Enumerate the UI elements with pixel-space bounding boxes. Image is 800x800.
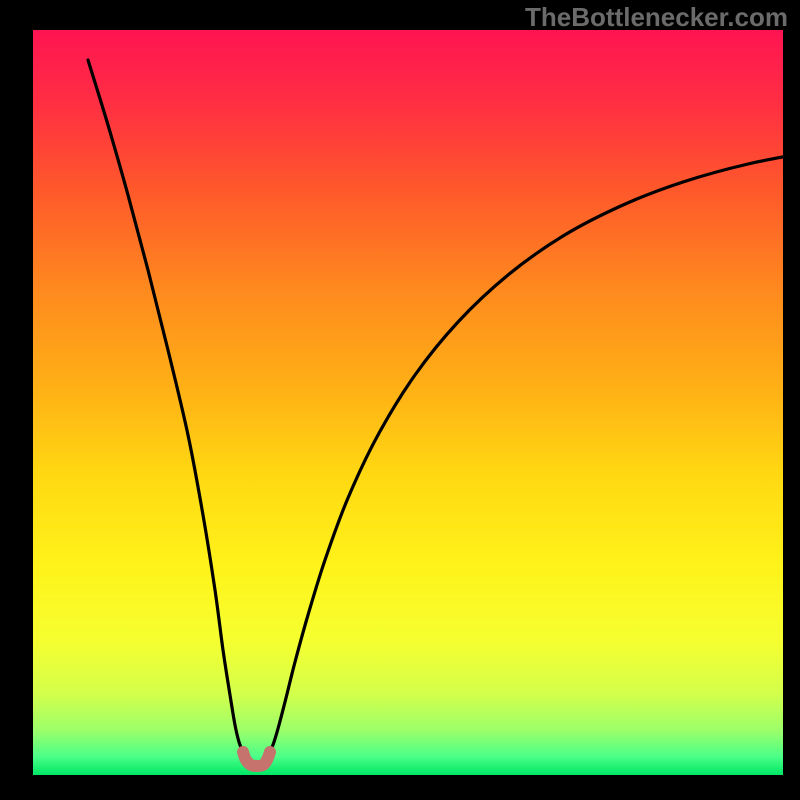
watermark-text: TheBottlenecker.com: [525, 2, 788, 33]
plot-area: [33, 30, 783, 775]
curve-right-branch: [270, 151, 783, 752]
curve-left-branch: [88, 60, 243, 752]
canvas: TheBottlenecker.com: [0, 0, 800, 800]
bottleneck-curve: [33, 30, 783, 775]
curve-trough-marker: [243, 752, 270, 766]
